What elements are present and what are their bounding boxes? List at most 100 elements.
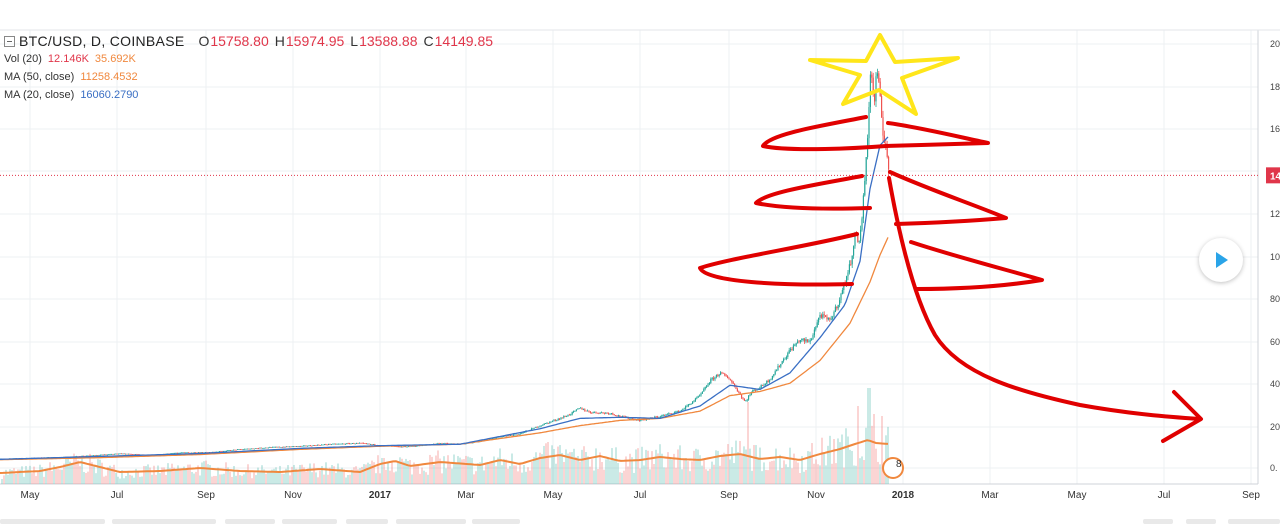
volume-bar	[819, 465, 821, 484]
candle-body	[693, 400, 695, 402]
volume-ma-path	[0, 439, 889, 474]
candle-body	[350, 443, 352, 445]
volume-bar	[221, 474, 223, 484]
candle-body	[708, 383, 710, 385]
candle-body	[804, 338, 806, 342]
volume-bar	[675, 467, 677, 484]
candle-body	[550, 421, 552, 423]
candle-body	[585, 410, 587, 412]
volume-bar	[833, 439, 835, 484]
candle-body	[125, 453, 127, 455]
volume-bar	[295, 468, 297, 484]
candle-body	[732, 381, 734, 384]
toolbar-segment[interactable]	[112, 519, 216, 524]
candle-body	[599, 412, 601, 414]
candle-body	[486, 439, 488, 441]
candle-body	[750, 392, 752, 395]
candle-body	[769, 380, 771, 382]
volume-bar	[449, 463, 451, 484]
volume-bar	[29, 465, 31, 484]
toolbar-segment[interactable]	[282, 519, 337, 524]
volume-bar	[627, 466, 629, 484]
volume-bar	[91, 462, 93, 484]
toolbar-segment[interactable]	[346, 519, 388, 524]
ma50-indicator-row[interactable]: MA (50, close) 11258.4532	[4, 68, 493, 86]
candle-body	[251, 448, 253, 450]
candle-body	[307, 445, 309, 447]
volume-bar	[161, 467, 163, 484]
toolbar-segment[interactable]	[1143, 519, 1173, 524]
candle-body	[717, 375, 719, 376]
toolbar-segment[interactable]	[1228, 519, 1280, 524]
candle-body	[283, 446, 285, 448]
candle-body	[312, 445, 314, 447]
volume-bar	[349, 474, 351, 484]
candle-body	[196, 452, 198, 454]
candle-body	[610, 413, 612, 414]
toolbar-segment[interactable]	[396, 519, 466, 524]
candle-body	[812, 335, 814, 340]
volume-bar	[705, 469, 707, 484]
toolbar-segment[interactable]	[1186, 519, 1216, 524]
symbol-label[interactable]: BTC/USD, D, COINBASE	[19, 33, 185, 49]
volume-bar	[869, 388, 871, 484]
candle-body	[510, 435, 512, 436]
volume-bar	[343, 469, 345, 484]
y-tick-label: 18	[1270, 82, 1280, 92]
candle-body	[783, 359, 785, 362]
candle-body	[546, 422, 548, 424]
candle-body	[273, 446, 275, 448]
candle-body	[860, 229, 862, 242]
volume-bar	[677, 449, 679, 484]
volume-bar	[411, 474, 413, 484]
candle-body	[290, 446, 292, 448]
volume-bar	[735, 440, 737, 484]
candle-body	[347, 443, 349, 445]
candle-body	[781, 361, 783, 365]
candle-body	[186, 452, 188, 454]
volume-bar	[619, 472, 621, 484]
collapse-icon[interactable]	[4, 35, 15, 47]
candle-body	[725, 375, 727, 377]
volume-bar	[327, 474, 329, 484]
candle-body	[181, 452, 183, 454]
candle-body	[400, 446, 402, 448]
volume-indicator-row[interactable]: Vol (20) 12.146K 35.692K	[4, 50, 493, 68]
volume-bar	[637, 448, 639, 484]
candle-body	[549, 421, 551, 424]
toolbar-segment[interactable]	[225, 519, 275, 524]
volume-bar	[835, 463, 837, 484]
candle-body	[221, 451, 223, 453]
volume-bar	[571, 452, 573, 484]
candle-body	[734, 383, 736, 386]
candle-body	[419, 445, 421, 447]
candle-body	[101, 454, 103, 456]
volume-bar	[595, 448, 597, 484]
candle-body	[87, 455, 89, 457]
candle-body	[622, 415, 624, 417]
volume-bar	[205, 460, 207, 484]
bottom-toolbar	[0, 518, 1280, 524]
toolbar-segment[interactable]	[0, 519, 105, 524]
candle-body	[122, 453, 124, 455]
close-value: 14149.85	[434, 33, 494, 49]
candle-body	[591, 412, 593, 414]
volume-bar	[41, 467, 43, 484]
candle-body	[799, 340, 801, 343]
candle-body	[697, 395, 699, 398]
candle-body	[342, 443, 344, 445]
toolbar-segment[interactable]	[472, 519, 520, 524]
volume-bar	[409, 460, 411, 484]
candle-body	[192, 452, 194, 454]
video-play-button[interactable]	[1199, 238, 1243, 282]
candle-body	[298, 446, 300, 447]
candle-body	[736, 388, 738, 392]
ma20-indicator-row[interactable]: MA (20, close) 16060.2790	[4, 86, 493, 104]
volume-bar	[209, 464, 211, 484]
candle-body	[248, 448, 250, 450]
open-value: 15758.80	[210, 33, 269, 49]
candle-body	[714, 376, 716, 380]
candle-body	[321, 444, 323, 446]
volume-bar	[447, 455, 449, 484]
